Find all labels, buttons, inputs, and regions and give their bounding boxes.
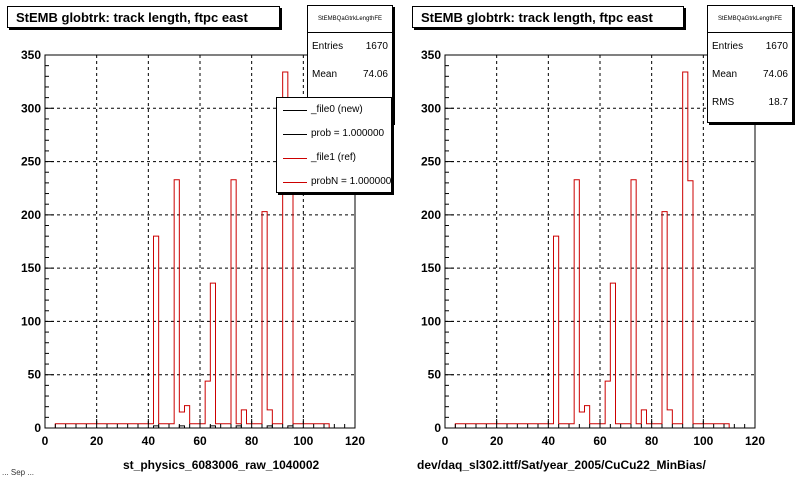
stats-entries-row: Entries 1670 — [308, 33, 392, 61]
legend-label: prob = 1.000000 — [311, 128, 385, 139]
x-tick-label: 100 — [693, 434, 713, 448]
x-tick-label: 100 — [293, 434, 313, 448]
chart-title: StEMB globtrk: track length, ftpc east — [412, 6, 684, 28]
y-tick-label: 50 — [428, 368, 442, 382]
legend-line-marker — [283, 110, 307, 111]
legend-entry: _file0 (new) — [277, 98, 391, 122]
y-tick-label: 300 — [21, 101, 41, 115]
x-tick-label: 120 — [745, 434, 765, 448]
x-axis-label: st_physics_6083006_raw_1040002 — [123, 458, 320, 472]
stats-mean-value: 74.06 — [362, 69, 388, 80]
x-tick-label: 60 — [593, 434, 607, 448]
footer-timestamp: ... Sep ... — [2, 468, 35, 477]
stats-entries-value: 1670 — [765, 41, 788, 52]
stats-entries-label: Entries — [712, 41, 744, 52]
histogram-pad-left: 0 20 40 60 80 100 120 0 50 100 150 200 250 300 350 StE… — [0, 0, 400, 480]
stats-mean-label: Mean — [712, 69, 738, 80]
stats-entries-label: Entries — [312, 41, 344, 52]
stats-entries-value: 1670 — [365, 41, 388, 52]
histogram-series-line — [153, 425, 294, 428]
y-tick-label: 200 — [421, 208, 441, 222]
stats-rms-row: RMS 18.7 — [708, 89, 792, 117]
x-tick-label: 120 — [345, 434, 365, 448]
stats-name: StEMBQaGtrkLengthFE — [708, 6, 792, 33]
histogram-pad-right: 0 20 40 60 80 100 120 0 50 100 150 200 250 300 350 StE… — [400, 0, 800, 480]
stats-mean-row: Mean 74.06 — [308, 61, 392, 89]
x-tick-label: 60 — [193, 434, 207, 448]
y-tick-label: 350 — [421, 48, 441, 62]
y-tick-label: 200 — [21, 208, 41, 222]
y-tick-label: 100 — [421, 314, 441, 328]
legend-entry: _file1 (ref) — [277, 146, 391, 170]
y-tick-label: 0 — [434, 421, 441, 435]
y-tick-label: 250 — [21, 155, 41, 169]
stats-entries-row: Entries 1670 — [708, 33, 792, 61]
chart-title: StEMB globtrk: track length, ftpc east — [7, 6, 280, 28]
y-tick-label: 100 — [21, 314, 41, 328]
legend-entry: prob = 1.000000 — [277, 122, 391, 146]
x-tick-label: 80 — [245, 434, 259, 448]
legend-line-marker — [283, 158, 307, 159]
stats-rms-value: 18.7 — [768, 97, 788, 108]
histogram-series-line — [454, 71, 730, 428]
y-tick-label: 250 — [421, 155, 441, 169]
x-axis-label: dev/daq_sl302.ittf/Sat/year_2005/CuCu22_… — [417, 458, 706, 472]
legend-line-marker — [283, 182, 307, 183]
x-tick-label: 80 — [645, 434, 659, 448]
legend-label: _file1 (ref) — [311, 152, 357, 163]
stats-mean-row: Mean 74.06 — [708, 61, 792, 89]
stats-name: StEMBQaGtrkLengthFE — [308, 6, 392, 33]
x-tick-label: 0 — [442, 434, 449, 448]
stats-mean-value: 74.06 — [762, 69, 788, 80]
legend: _file0 (new) prob = 1.000000 _file1 (ref… — [276, 97, 392, 193]
legend-label: probN = 1.000000 — [311, 176, 392, 187]
x-tick-label: 20 — [490, 434, 504, 448]
y-tick-label: 350 — [21, 48, 41, 62]
stats-rms-label: RMS — [712, 97, 735, 108]
y-tick-label: 300 — [421, 101, 441, 115]
y-tick-label: 0 — [34, 421, 41, 435]
y-tick-label: 150 — [21, 261, 41, 275]
legend-label: _file0 (new) — [311, 104, 363, 115]
x-tick-label: 40 — [142, 434, 156, 448]
y-tick-label: 50 — [28, 368, 42, 382]
x-tick-label: 0 — [42, 434, 49, 448]
x-tick-label: 40 — [542, 434, 556, 448]
y-tick-label: 150 — [421, 261, 441, 275]
legend-entry: probN = 1.000000 — [277, 170, 392, 192]
stats-mean-label: Mean — [312, 69, 338, 80]
histogram-canvas-right: 0 20 40 60 80 100 120 0 50 100 150 200 250 300 350 — [421, 48, 765, 448]
x-tick-label: 20 — [90, 434, 104, 448]
stats-box: StEMBQaGtrkLengthFE Entries 1670 Mean 74… — [707, 5, 793, 123]
legend-line-marker — [283, 134, 307, 135]
